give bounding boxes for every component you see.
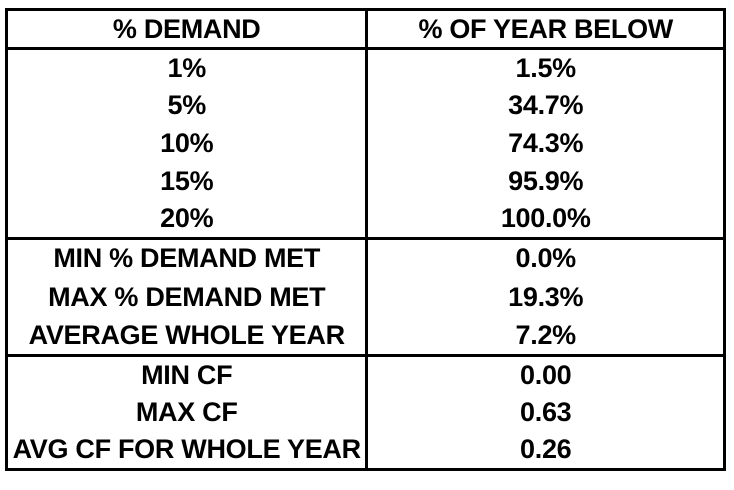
row-value: 74.3% — [508, 128, 584, 158]
table-row: AVERAGE WHOLE YEAR 7.2% — [6, 316, 725, 356]
row-label: AVERAGE WHOLE YEAR — [6, 316, 369, 356]
row-value: 0.00 — [520, 359, 572, 390]
table-row: 5% 34.7% — [6, 86, 725, 125]
table-header: % DEMAND % OF YEAR BELOW — [6, 9, 725, 49]
section-demand-distribution: 1% 1.5% 5% 34.7% 10% 74.3% 15% 95.9% 20%… — [6, 48, 725, 239]
table-row: MAX % DEMAND MET 19.3% — [6, 277, 725, 317]
table-row: MIN % DEMAND MET 0.0% — [6, 238, 725, 278]
row-label: AVG CF FOR WHOLE YEAR — [6, 431, 369, 470]
demand-cf-table: % DEMAND % OF YEAR BELOW 1% 1.5% 5% 34.7… — [5, 8, 726, 471]
row-value: 0.0% — [515, 243, 577, 274]
row-value: 19.3% — [508, 281, 584, 312]
table-row: 20% 100.0% — [6, 200, 725, 239]
row-label: MIN % DEMAND MET — [6, 238, 369, 278]
row-label: MIN CF — [6, 355, 369, 394]
row-value: 34.7% — [508, 90, 584, 120]
table-row: AVG CF FOR WHOLE YEAR 0.26 — [6, 431, 725, 470]
row-label: 1% — [6, 48, 369, 87]
row-label: 15% — [6, 162, 369, 201]
row-label: MAX % DEMAND MET — [6, 277, 369, 317]
table-row: MIN CF 0.00 — [6, 355, 725, 394]
row-value: 95.9% — [508, 166, 584, 196]
row-label: 10% — [6, 124, 369, 163]
row-label: MAX CF — [6, 393, 369, 432]
header-cell-demand: % DEMAND — [6, 9, 369, 49]
table-row: 1% 1.5% — [6, 48, 725, 87]
row-label: 5% — [6, 86, 369, 125]
table-row: 10% 74.3% — [6, 124, 725, 163]
row-value: 1.5% — [515, 52, 577, 83]
row-label: 20% — [6, 200, 369, 239]
table-row: MAX CF 0.63 — [6, 393, 725, 432]
section-capacity-factor-stats: MIN CF 0.00 MAX CF 0.63 AVG CF FOR WHOLE… — [6, 355, 725, 470]
table-row: 15% 95.9% — [6, 162, 725, 201]
header-row: % DEMAND % OF YEAR BELOW — [6, 9, 725, 49]
row-value: 7.2% — [515, 319, 577, 350]
row-value: 0.63 — [520, 397, 572, 427]
header-cell-year-below: % OF YEAR BELOW — [418, 13, 673, 44]
row-value: 0.26 — [520, 434, 572, 465]
row-value: 100.0% — [500, 203, 591, 234]
section-demand-met-stats: MIN % DEMAND MET 0.0% MAX % DEMAND MET 1… — [6, 238, 725, 356]
